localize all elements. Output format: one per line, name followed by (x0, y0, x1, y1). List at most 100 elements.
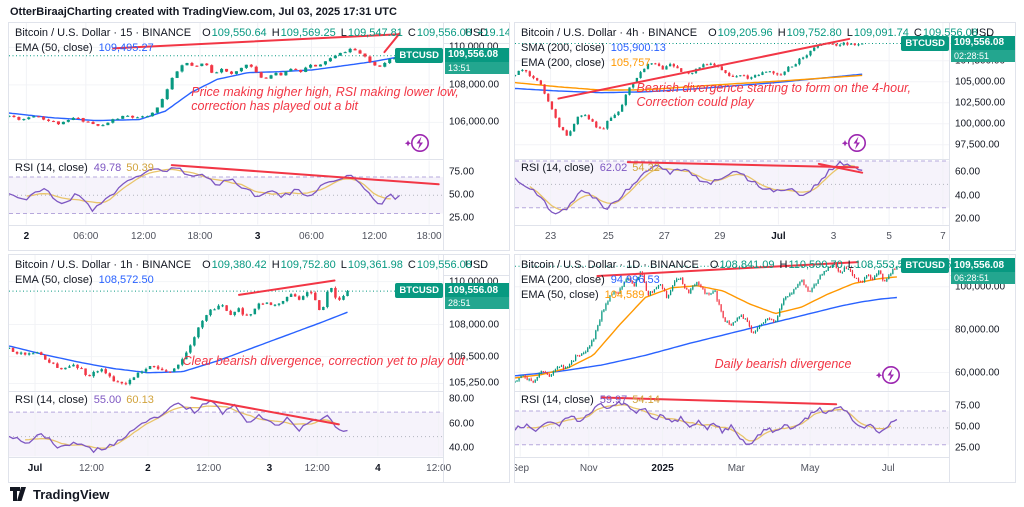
price-pane[interactable]: Bitcoin / U.S. Dollar · 15 · BINANCE O109… (9, 23, 509, 159)
flash-boost-icon[interactable] (403, 132, 431, 154)
indicator-legend[interactable]: EMA (50, close) 109,495.27 (15, 41, 509, 56)
indicator-label: EMA (200, close) (521, 274, 605, 286)
ohlc-high: H110,590.70 (779, 259, 843, 271)
flash-boost-icon[interactable] (840, 132, 868, 154)
symbol-chip: BTCUSD (395, 283, 443, 299)
indicator-value: 105,900.13 (610, 42, 666, 54)
rsi-value: 59.97 (599, 394, 628, 406)
rsi-legend[interactable]: RSI (14, close) 62.02 54.32 (521, 162, 660, 174)
price-badge[interactable]: BTCUSD 109,556.08 13:51 (395, 47, 509, 74)
annotation-line: Price making higher high, RSI making low… (191, 85, 459, 100)
rsi-ma-value: 54.32 (632, 162, 660, 174)
rsi-chart-canvas[interactable] (9, 392, 443, 457)
rsi-value: 62.02 (599, 162, 628, 174)
time-tick-label: 12:00 (196, 463, 222, 474)
price-tick-label: 60,000.00 (955, 367, 1000, 379)
time-tick-label: 12:00 (426, 463, 452, 474)
time-axis[interactable]: Sep Nov 2025 Mar May Jul (515, 457, 949, 482)
time-tick-label: Mar (727, 463, 745, 474)
chart-panel: Bitcoin / U.S. Dollar · 15 · BINANCE O109… (8, 22, 510, 251)
rsi-chart-canvas[interactable] (515, 392, 949, 457)
ohlc-open: O109,205.96 (708, 27, 773, 39)
time-tick-label: Jul (27, 463, 43, 474)
rsi-legend[interactable]: RSI (14, close) 55.00 60.13 (15, 394, 154, 406)
rsi-tick-label: 50.00 (955, 421, 981, 433)
annotation-text[interactable]: Clear bearish divergence, correction yet… (183, 354, 465, 368)
ohlc-close: C109,556.08 (407, 27, 472, 39)
rsi-value: 55.00 (93, 394, 122, 406)
price-chart-canvas[interactable] (515, 255, 949, 391)
symbol-legend[interactable]: Bitcoin / U.S. Dollar · 1h · BINANCE O109… (15, 258, 488, 273)
badge-countdown: 02:28:51 (951, 49, 1015, 62)
rsi-legend[interactable]: RSI (14, close) 59.97 54.14 (521, 394, 660, 406)
price-pane[interactable]: Bitcoin / U.S. Dollar · 1h · BINANCE O109… (9, 255, 488, 391)
rsi-tick-label: 75.00 (449, 166, 475, 178)
time-tick-label: 27 (658, 231, 670, 242)
rsi-pane[interactable]: RSI (14, close) 59.97 54.14 (515, 391, 949, 457)
ohlc-open: O109,380.42 (202, 259, 267, 271)
annotation-line: Correction could play (636, 95, 754, 110)
indicator-value: 105,757 (610, 57, 651, 69)
tradingview-logo-icon[interactable] (10, 487, 27, 502)
footer: TradingView (10, 487, 109, 502)
symbol-chip: BTCUSD (395, 47, 443, 63)
time-axis[interactable]: 23 25 27 29 Jul 3 5 7 (515, 225, 949, 250)
time-tick-label: 3 (254, 231, 261, 242)
time-tick-label: 12:00 (361, 231, 387, 242)
indicator-value: 94,996.53 (610, 274, 660, 286)
price-tick-label: 100,000.00 (955, 281, 1006, 293)
rsi-label: RSI (14, close) (15, 162, 88, 174)
rsi-chart-canvas[interactable] (9, 160, 443, 225)
rsi-pane[interactable]: RSI (14, close) 55.00 60.13 (9, 391, 443, 457)
price-chart-canvas[interactable] (9, 255, 443, 391)
legend: Bitcoin / U.S. Dollar · 4h · BINANCE O109… (521, 26, 994, 71)
tradingview-brand[interactable]: TradingView (33, 487, 110, 502)
annotation-text[interactable]: Daily bearish divergence (715, 357, 852, 371)
rsi-pane[interactable]: RSI (14, close) 49.78 50.39 (9, 159, 443, 225)
indicator-label: EMA (50, close) (15, 274, 93, 286)
price-badge[interactable]: BTCUSD 109,556.08 02:28:51 (901, 35, 1015, 62)
price-badge[interactable]: BTCUSD 109,556.08 06:28:51 (901, 258, 1015, 285)
rsi-label: RSI (14, close) (15, 394, 88, 406)
time-tick-label: 3 (830, 231, 837, 242)
credit-line: OtterBiraajCharting created with Trading… (10, 6, 397, 18)
flash-boost-icon[interactable] (874, 364, 902, 386)
indicator-legend[interactable]: EMA (50, close) 104,589 (521, 288, 995, 303)
indicator-legend[interactable]: EMA (200, close) 105,757 (521, 56, 994, 71)
annotation-text[interactable]: Price making higher high, RSI making low… (191, 85, 458, 113)
price-axis[interactable]: USD BTCUSD 109,556.08 28:51 110,000.00 108… (395, 255, 509, 482)
price-chart-canvas[interactable] (515, 23, 949, 159)
time-tick-label: May (800, 463, 820, 474)
indicator-legend[interactable]: SMA (200, close) 105,900.13 (521, 41, 994, 56)
badge-price: 109,556.08 (445, 47, 509, 62)
indicator-value: 108,572.50 (98, 274, 154, 286)
rsi-legend[interactable]: RSI (14, close) 49.78 50.39 (15, 162, 154, 174)
rsi-tick-label: 25.00 (955, 442, 981, 454)
time-tick-label: 7 (940, 231, 946, 242)
rsi-chart-canvas[interactable] (515, 160, 949, 225)
price-change: … (476, 259, 488, 271)
indicator-legend[interactable]: EMA (200, close) 94,996.53 (521, 273, 995, 288)
ohlc-open: O108,841.09 (709, 259, 775, 271)
time-tick-label: 4 (375, 463, 381, 474)
time-tick-label: 12:00 (304, 463, 330, 474)
badge-countdown: 13:51 (445, 61, 509, 74)
price-pane[interactable]: Bitcoin / U.S. Dollar · 4h · BINANCE O109… (515, 23, 994, 159)
time-axis[interactable]: 2 06:00 12:00 18:00 3 06:00 12:00 18:00 (9, 225, 443, 250)
price-badge[interactable]: BTCUSD 109,556.08 28:51 (395, 283, 509, 310)
rsi-tick-label: 40.00 (449, 442, 475, 454)
price-tick-label: 106,000.00 (449, 116, 500, 128)
annotation-text[interactable]: Bearish divergence starting to form on t… (637, 81, 911, 109)
time-tick-label: 2 (145, 463, 151, 474)
badge-price: 109,556.08 (951, 35, 1015, 50)
price-pane[interactable]: Bitcoin / U.S. Dollar · 1D · BINANCE O108… (515, 255, 995, 391)
rsi-pane[interactable]: RSI (14, close) 62.02 54.32 (515, 159, 949, 225)
time-axis[interactable]: Jul 12:00 2 12:00 3 12:00 4 12:00 (9, 457, 451, 482)
rsi-tick-label: 40.00 (955, 190, 981, 202)
price-chart-canvas[interactable] (9, 23, 443, 159)
symbol-legend[interactable]: Bitcoin / U.S. Dollar · 15 · BINANCE O109… (15, 26, 509, 41)
indicator-legend[interactable]: EMA (50, close) 108,572.50 (15, 273, 488, 288)
